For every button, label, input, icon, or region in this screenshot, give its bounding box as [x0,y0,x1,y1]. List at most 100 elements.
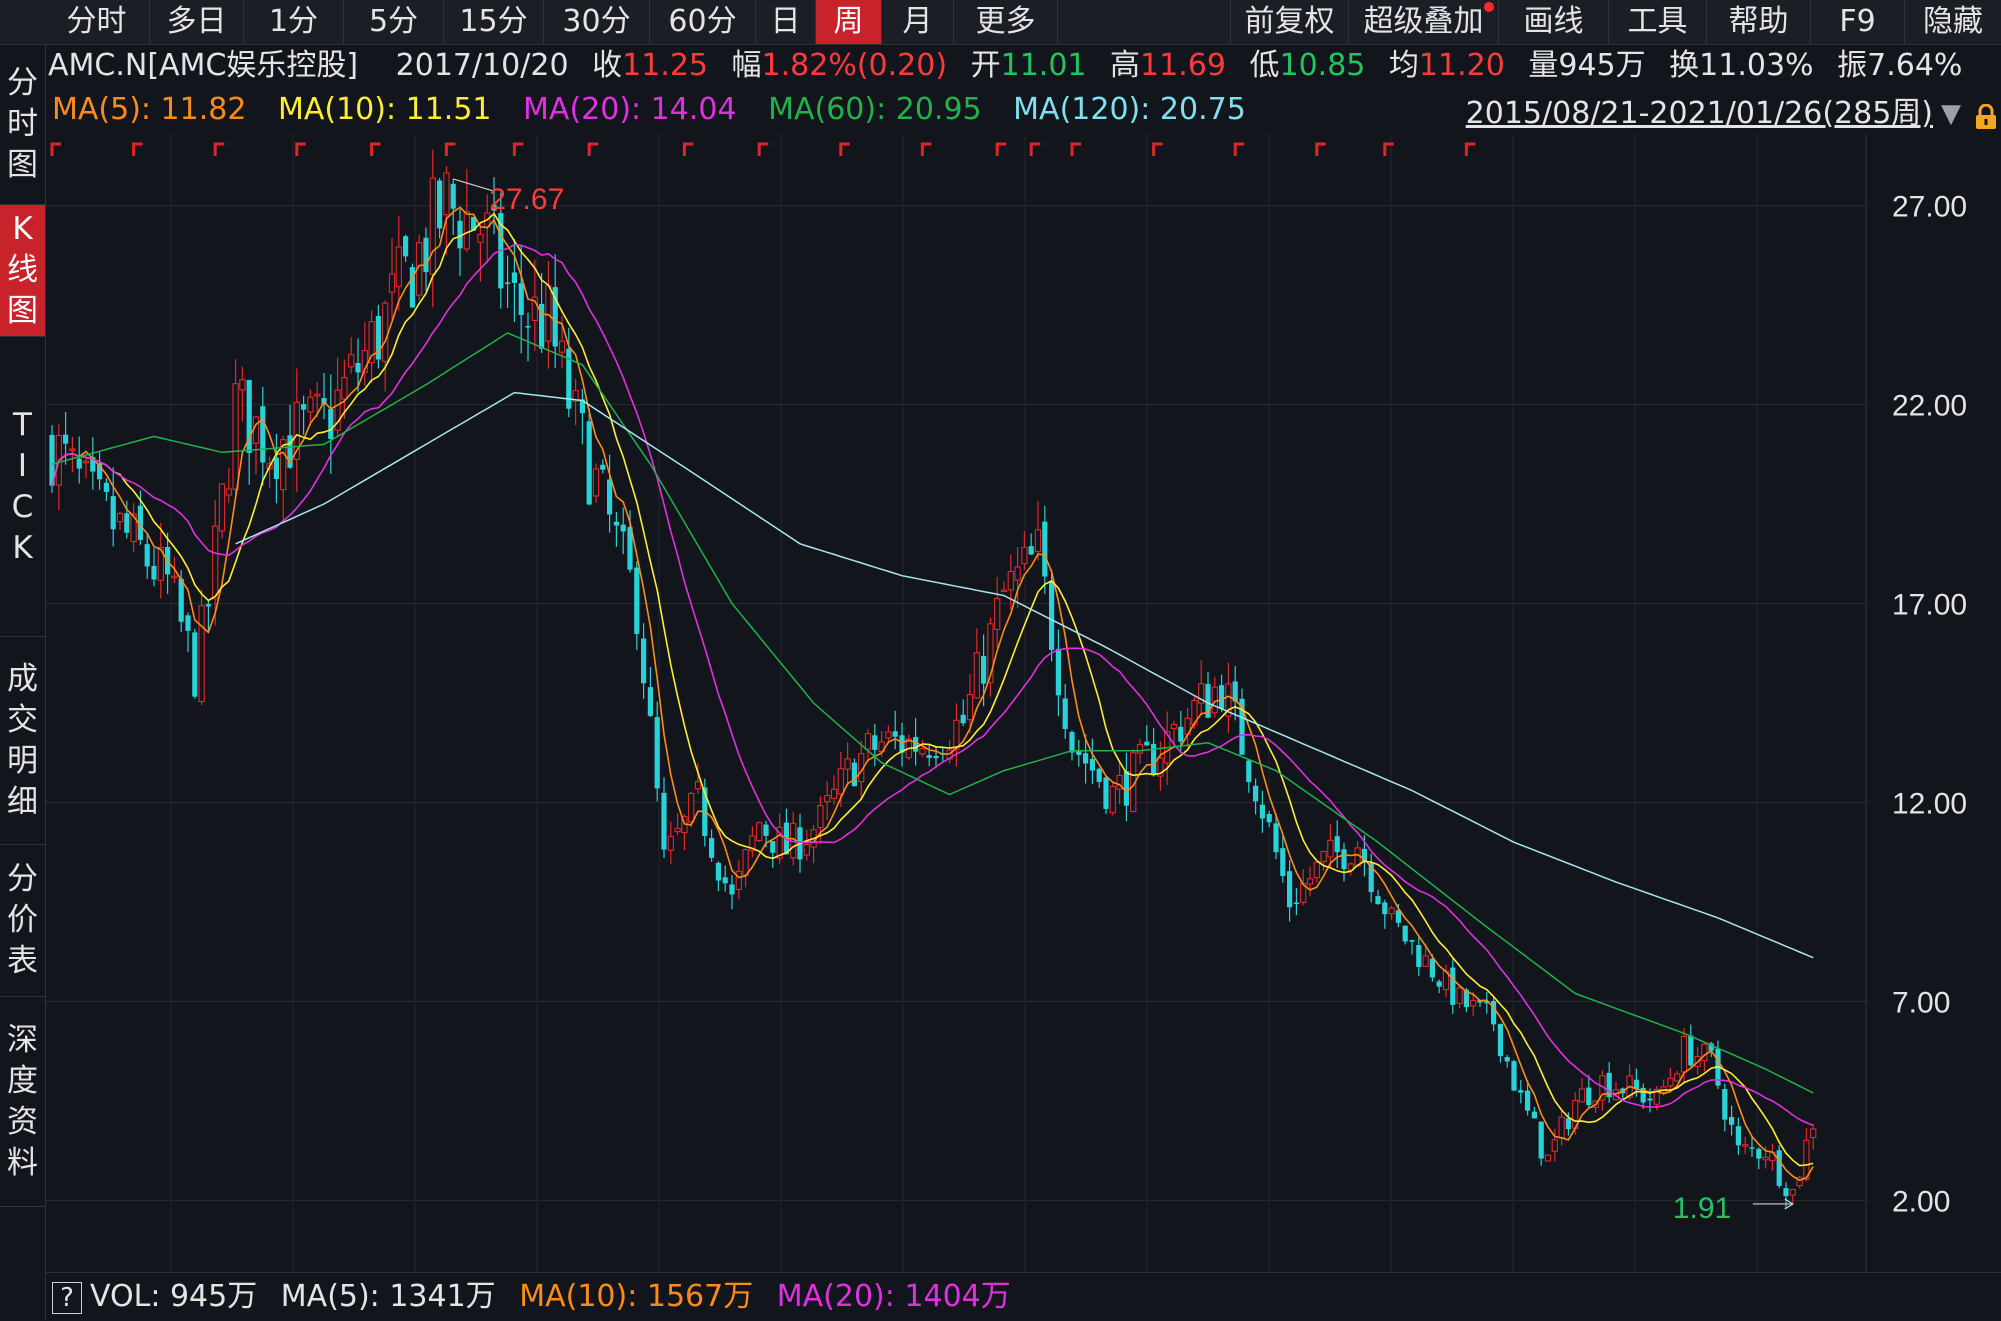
candle-body [334,389,341,431]
sidebar-item-deep-info[interactable]: 深度资料 [0,997,45,1207]
help-button[interactable]: 帮助 [1706,0,1810,44]
ma10-legend: MA(10): 11.51 [277,92,492,127]
candle-body [966,694,974,721]
candle [1667,1067,1674,1091]
candle [403,234,409,262]
candle-body [1083,753,1089,764]
candle-body [837,768,844,795]
f9-button[interactable]: F9 [1810,0,1904,44]
extreme-markers: 27.67 1.91 [453,178,1794,1225]
candle-body [981,655,987,684]
tab-60min[interactable]: 60分 [650,0,756,44]
candle [1130,749,1137,813]
candle-body [763,824,769,836]
ma20-line [51,243,1814,1127]
candle [328,374,334,474]
candle-body [735,870,742,891]
candle [341,359,348,420]
candle [1504,1055,1510,1068]
candle [144,533,150,579]
candle-body [1116,774,1123,790]
candle [1735,1117,1741,1155]
tab-intraday[interactable]: 分时 [44,0,150,44]
candle-body [864,733,872,750]
sidebar-item-trade-detail[interactable]: 成交明细 [0,637,45,845]
high-marker-line [453,178,494,192]
candle-body [225,488,232,496]
tab-daily[interactable]: 日 [756,0,816,44]
amplitude-value: 7.64% [1867,48,1963,83]
event-flag-icon [1029,142,1041,156]
tab-1min[interactable]: 1分 [244,0,344,44]
candle-body [355,363,361,373]
candle-body [1109,785,1116,814]
kline-chart[interactable]: 27.00 22.00 17.00 12.00 7.00 2.00 27.67 1.91 [46,134,2001,1272]
candle [429,149,436,308]
candle [1701,1042,1708,1072]
lock-icon[interactable] [1973,104,1999,130]
candle-body [395,246,402,288]
tab-15min[interactable]: 15分 [444,0,544,44]
candle [1293,888,1299,916]
candle [1803,1128,1810,1182]
candle-body [341,377,348,400]
tools-button[interactable]: 工具 [1608,0,1706,44]
candle-body [1538,1121,1544,1159]
candle-body [1565,1118,1571,1130]
candle [273,433,279,504]
candle-body [97,463,103,480]
candle [185,612,191,652]
event-flag-icon [1070,142,1081,156]
draw-line-button[interactable]: 画线 [1498,0,1608,44]
candle-body [205,604,211,607]
candle [1300,869,1307,906]
candle-body [1000,589,1008,593]
candle [246,379,252,485]
triangle-down-icon[interactable]: ▼ [1941,99,1961,129]
sidebar-item-intraday[interactable]: 分时图 [0,45,45,205]
candle-body [375,315,381,360]
candle-body [518,283,524,316]
candle-body [1586,1087,1592,1106]
candle [1789,1188,1796,1204]
candle [212,500,219,626]
y-tick-label: 12.00 [1892,787,1967,820]
candle [864,729,872,762]
candle [443,166,450,255]
tab-weekly[interactable]: 周 [816,0,882,44]
candle-body [443,172,450,216]
sidebar-char: 明 [7,742,38,779]
candle-body [722,877,728,884]
super-overlay-button[interactable]: 超级叠加 [1348,0,1498,44]
candle [1606,1061,1612,1103]
tab-5min[interactable]: 5分 [344,0,444,44]
candle-body [749,835,756,852]
tab-monthly[interactable]: 月 [882,0,954,44]
candle-body [1470,999,1477,1007]
sidebar-item-price-table[interactable]: 分价表 [0,845,45,997]
candle [1518,1080,1524,1104]
candle-body [1504,1057,1510,1062]
change-label: 幅 [731,48,762,83]
tab-more[interactable]: 更多 [954,0,1058,44]
candle-body [1313,861,1320,879]
question-icon[interactable]: ? [52,1281,82,1314]
candle [851,758,857,787]
candle [1722,1083,1728,1132]
candle-body [212,525,219,600]
candle [674,813,681,836]
candle [198,589,205,706]
candle [1450,959,1456,1014]
candle [1313,861,1320,883]
forward-adjust-button[interactable]: 前复权 [1230,0,1348,44]
tab-multi-day[interactable]: 多日 [150,0,244,44]
high-marker-label: 27.67 [489,183,564,216]
y-tick-label: 22.00 [1892,390,1967,423]
hide-button[interactable]: 隐藏 [1904,0,2001,44]
candle-body [69,448,76,451]
date-range-selector[interactable]: 2015/08/21-2021/01/26(285周) [1465,96,1933,131]
tab-30min[interactable]: 30分 [544,0,650,44]
candle [1599,1070,1606,1111]
